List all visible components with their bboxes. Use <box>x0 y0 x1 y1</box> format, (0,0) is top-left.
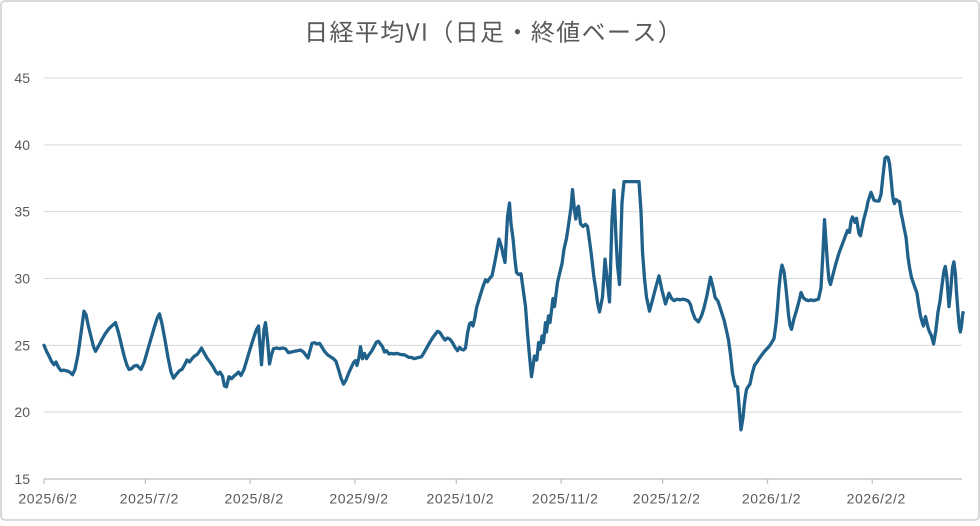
svg-text:2025/6/2: 2025/6/2 <box>18 491 77 507</box>
svg-text:2025/10/2: 2025/10/2 <box>427 491 495 507</box>
svg-text:45: 45 <box>14 70 30 86</box>
svg-text:2025/11/2: 2025/11/2 <box>532 491 599 507</box>
svg-text:2025/8/2: 2025/8/2 <box>225 491 284 507</box>
svg-text:20: 20 <box>14 404 30 420</box>
svg-text:40: 40 <box>14 137 30 153</box>
svg-text:30: 30 <box>14 271 30 287</box>
svg-text:25: 25 <box>14 337 30 353</box>
svg-text:2026/1/2: 2026/1/2 <box>742 491 801 507</box>
svg-text:2025/7/2: 2025/7/2 <box>120 491 179 507</box>
svg-text:2025/12/2: 2025/12/2 <box>633 491 701 507</box>
svg-text:15: 15 <box>14 471 30 487</box>
svg-text:2026/2/2: 2026/2/2 <box>847 491 906 507</box>
svg-text:35: 35 <box>14 204 30 220</box>
svg-text:2025/9/2: 2025/9/2 <box>329 491 388 507</box>
